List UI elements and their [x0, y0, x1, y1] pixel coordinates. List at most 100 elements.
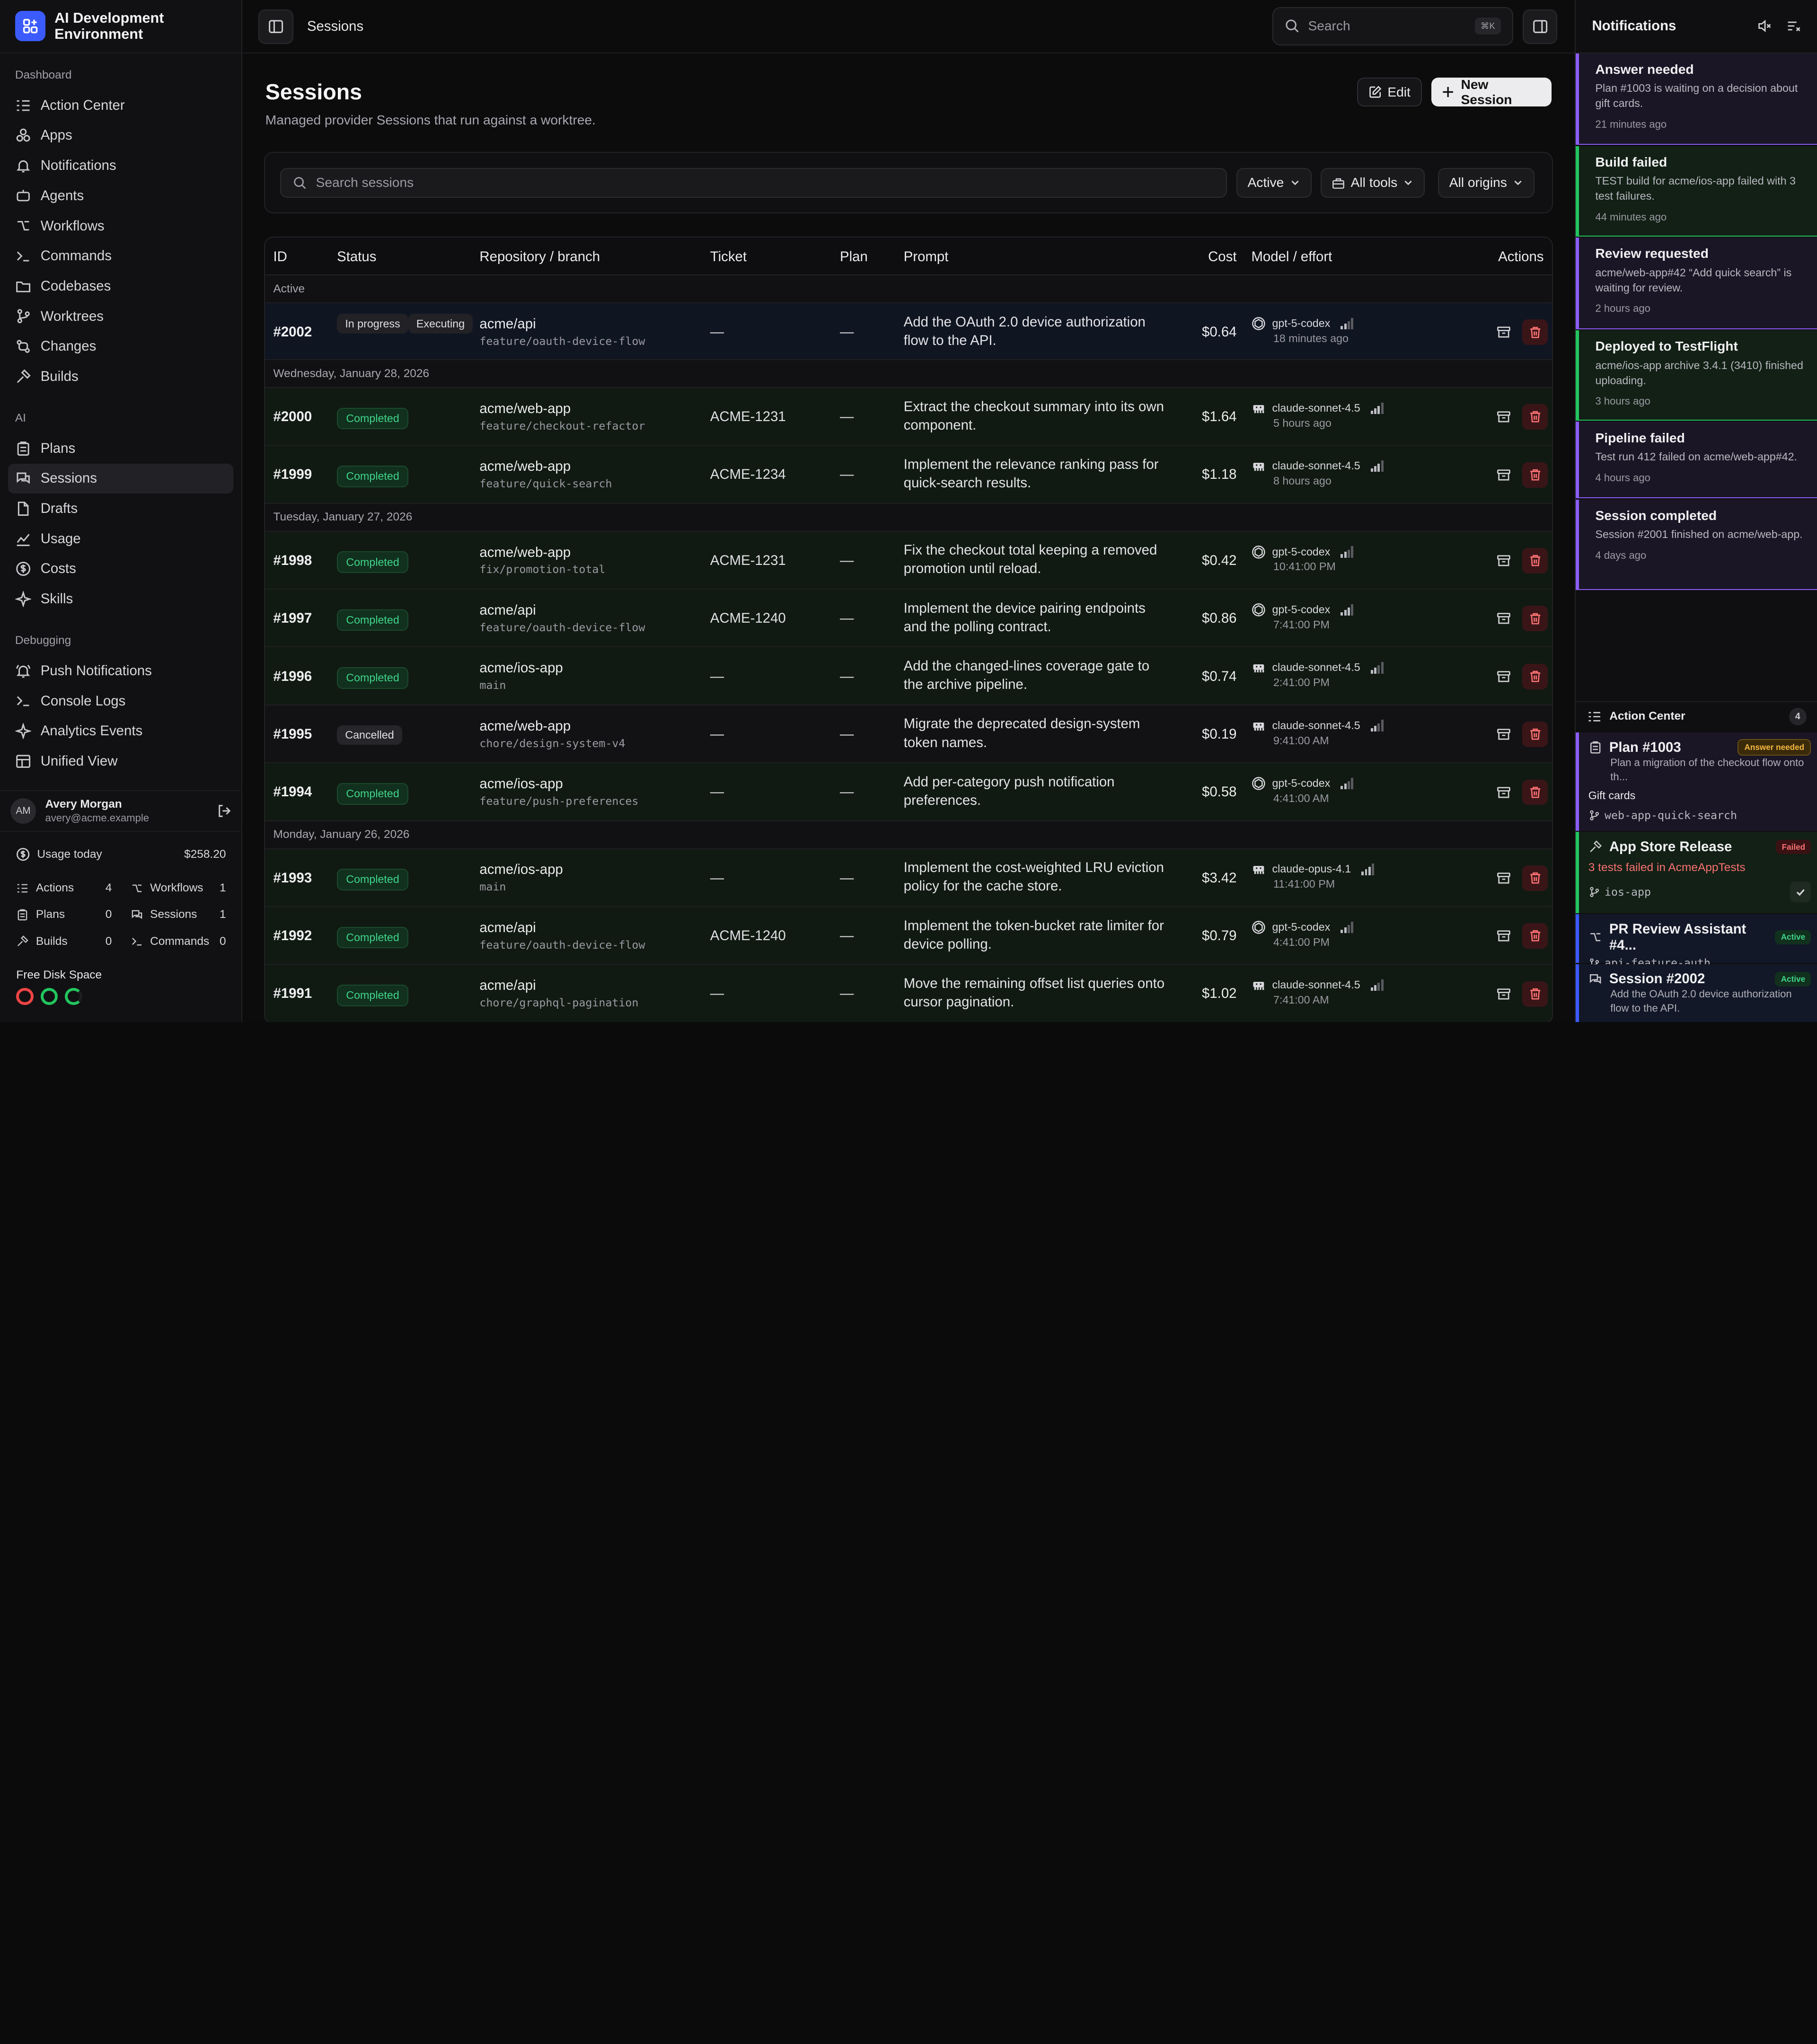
table-row[interactable]: #1999 Completed acme/web-app feature/quick-… [265, 446, 1552, 504]
table-row[interactable]: #1998 Completed acme/web-app fix/promotion-… [265, 531, 1552, 590]
trash-icon[interactable] [1522, 722, 1548, 748]
action-center-item[interactable]: Session #2002 Active Add the OAuth 2.0 dev… [1576, 964, 1817, 1022]
notification-card[interactable]: Build failed TEST build for acme/ios-app … [1576, 146, 1817, 237]
col-model[interactable]: Model / effort [1251, 249, 1332, 265]
ticket[interactable]: ACME-1240 [710, 610, 786, 626]
trash-icon[interactable] [1522, 865, 1548, 891]
notification-card[interactable]: Session completed Session #2001 finished … [1576, 499, 1817, 590]
col-cost[interactable]: Cost [1208, 249, 1237, 265]
session-id[interactable]: #2002 [273, 324, 312, 340]
action-center-header[interactable]: Action Center 4 [1576, 701, 1817, 731]
session-id[interactable]: #1999 [273, 467, 312, 483]
archive-icon[interactable] [1492, 982, 1516, 1005]
brand[interactable]: AI Development Environment [0, 0, 241, 53]
table-row[interactable]: #1991 Completed acme/api chore/graphql-pagi… [265, 965, 1552, 1022]
session-id[interactable]: #1991 [273, 986, 312, 1002]
ticket[interactable]: ACME-1231 [710, 552, 786, 568]
sidebar-item-analytics-events[interactable]: Analytics Events [8, 716, 233, 746]
table-row[interactable]: #1993 Completed acme/ios-app main — — Implemen… [265, 849, 1552, 907]
repo-name[interactable]: acme/api [479, 316, 536, 332]
sidebar-item-console-logs[interactable]: Console Logs [8, 686, 233, 716]
sidebar-item-apps[interactable]: Apps [8, 121, 233, 151]
table-row[interactable]: #2000 Completed acme/web-app feature/checko… [265, 388, 1552, 446]
session-search-input[interactable]: Search sessions [280, 167, 1227, 198]
sidebar-item-agents[interactable]: Agents [8, 181, 233, 211]
session-id[interactable]: #1996 [273, 668, 312, 684]
table-row[interactable]: #2002 In progress Executing acme/api feature… [265, 303, 1552, 361]
sidebar-item-builds[interactable]: Builds [8, 361, 233, 392]
archive-icon[interactable] [1492, 549, 1516, 572]
action-center-item[interactable]: PR Review Assistant #4... Active api-featu… [1576, 914, 1817, 969]
logout-icon[interactable] [217, 803, 232, 819]
repo-name[interactable]: acme/web-app [479, 400, 571, 416]
archive-icon[interactable] [1492, 405, 1516, 429]
table-row[interactable]: #1997 Completed acme/api feature/oauth-devi… [265, 590, 1552, 648]
sidebar-item-commands[interactable]: Commands [8, 241, 233, 271]
notification-card[interactable]: Pipeline failed Test run 412 failed on ac… [1576, 422, 1817, 499]
trash-icon[interactable] [1522, 462, 1548, 488]
sidebar-item-costs[interactable]: Costs [8, 554, 233, 584]
session-id[interactable]: #1995 [273, 726, 312, 742]
table-row[interactable]: #1994 Completed acme/ios-app feature/push-p… [265, 763, 1552, 821]
archive-icon[interactable] [1492, 321, 1516, 344]
table-row[interactable]: #1992 Completed acme/api feature/oauth-devi… [265, 907, 1552, 965]
session-id[interactable]: #1997 [273, 610, 312, 626]
sidebar-item-changes[interactable]: Changes [8, 331, 233, 361]
trash-icon[interactable] [1522, 663, 1548, 689]
session-id[interactable]: #1998 [273, 552, 312, 568]
sidebar-item-codebases[interactable]: Codebases [8, 271, 233, 301]
status-filter-select[interactable]: Active [1236, 167, 1312, 198]
sidebar-item-workflows[interactable]: Workflows [8, 211, 233, 241]
sidebar-item-sessions[interactable]: Sessions [8, 463, 233, 494]
session-id[interactable]: #1994 [273, 784, 312, 800]
repo-name[interactable]: acme/api [479, 602, 536, 618]
sidebar-item-push-notifications[interactable]: Push Notifications [8, 656, 233, 686]
sidebar-item-drafts[interactable]: Drafts [8, 493, 233, 524]
session-id[interactable]: #1992 [273, 928, 312, 944]
sidebar-item-unified-view[interactable]: Unified View [8, 746, 233, 776]
archive-icon[interactable] [1492, 723, 1516, 746]
session-id[interactable]: #2000 [273, 409, 312, 424]
user-profile[interactable]: AM Avery Morgan avery@acme.example [0, 790, 242, 832]
trash-icon[interactable] [1522, 923, 1548, 949]
ticket[interactable]: ACME-1240 [710, 928, 786, 944]
sidebar-item-worktrees[interactable]: Worktrees [8, 301, 233, 332]
repo-name[interactable]: acme/ios-app [479, 862, 563, 878]
trash-icon[interactable] [1522, 547, 1548, 573]
check-icon[interactable] [1790, 881, 1811, 903]
action-center-item[interactable]: App Store Release Failed 3 tests failed in… [1576, 832, 1817, 913]
repo-name[interactable]: acme/api [479, 919, 536, 935]
archive-icon[interactable] [1492, 607, 1516, 630]
trash-icon[interactable] [1522, 779, 1548, 805]
mute-icon[interactable] [1757, 18, 1772, 34]
archive-icon[interactable] [1492, 665, 1516, 688]
trash-icon[interactable] [1522, 606, 1548, 632]
archive-icon[interactable] [1492, 781, 1516, 804]
edit-button[interactable]: Edit [1357, 78, 1422, 107]
archive-icon[interactable] [1492, 925, 1516, 948]
sidebar-item-plans[interactable]: Plans [8, 433, 233, 464]
action-center-item[interactable]: Plan #1003 Answer needed Plan a migration … [1576, 732, 1817, 831]
sidebar-item-skills[interactable]: Skills [8, 584, 233, 614]
origins-filter-select[interactable]: All origins [1438, 167, 1535, 198]
col-repo[interactable]: Repository / branch [479, 249, 600, 265]
ticket[interactable]: ACME-1231 [710, 409, 786, 424]
col-id[interactable]: ID [273, 249, 287, 265]
notification-card[interactable]: Deployed to TestFlight acme/ios-app archi… [1576, 330, 1817, 421]
trash-icon[interactable] [1522, 319, 1548, 345]
trash-icon[interactable] [1522, 981, 1548, 1007]
repo-name[interactable]: acme/ios-app [479, 660, 563, 676]
repo-name[interactable]: acme/web-app [479, 544, 571, 560]
tools-filter-select[interactable]: All tools [1321, 167, 1425, 198]
sidebar-item-notifications[interactable]: Notifications [8, 150, 233, 181]
archive-icon[interactable] [1492, 866, 1516, 890]
trash-icon[interactable] [1522, 404, 1548, 430]
archive-icon[interactable] [1492, 463, 1516, 486]
col-prompt[interactable]: Prompt [903, 249, 949, 265]
sidebar-item-action-center[interactable]: Action Center [8, 90, 233, 121]
ticket[interactable]: ACME-1234 [710, 467, 786, 483]
table-row[interactable]: #1996 Completed acme/ios-app main — — Add the … [265, 647, 1552, 705]
new-session-button[interactable]: New Session [1431, 77, 1552, 107]
repo-name[interactable]: acme/ios-app [479, 776, 563, 792]
col-ticket[interactable]: Ticket [710, 249, 747, 265]
